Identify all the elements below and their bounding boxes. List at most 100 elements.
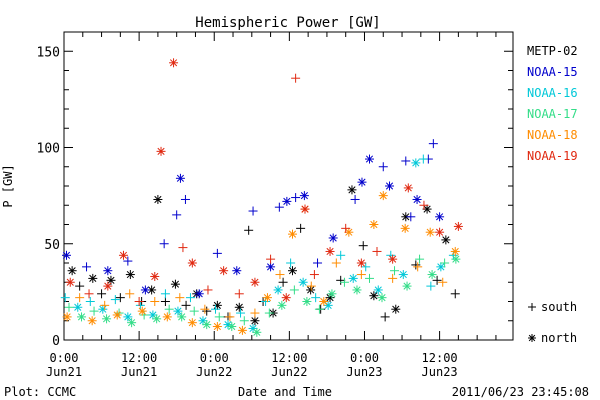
data-point-north [65,277,75,287]
series-noaa-19 [65,58,463,306]
data-point-south [341,223,351,233]
data-point-south [418,154,428,164]
data-point-north [325,246,335,256]
x-tick-label: 0:00 [50,351,79,365]
data-point-north [140,285,150,295]
data-point-south [82,262,92,272]
data-point-north [435,227,445,237]
y-tick-label: 50 [44,238,60,253]
data-point-north [398,270,408,280]
data-point-south [314,304,324,314]
footer-left: Plot: CCMC [4,385,76,399]
data-point-north [162,312,172,322]
data-point-south [175,293,185,303]
data-point-north [300,204,310,214]
data-point-south [225,312,235,322]
data-points [60,58,463,337]
data-point-north [273,285,283,295]
data-point-south [336,275,346,285]
data-point-north [306,285,316,295]
data-point-north [187,258,197,268]
legend-entry: NOAA-15 [527,65,578,79]
data-point-north [88,273,98,283]
data-point-north [175,173,185,183]
data-point-south [75,293,85,303]
data-point-north [202,320,212,330]
data-point-north [327,289,337,299]
data-point-south [311,293,321,303]
data-point-south [261,297,271,306]
data-point-south [388,273,398,283]
data-point-south [97,289,107,299]
data-point-north [411,158,421,168]
data-point-south [159,239,169,249]
data-point-south [296,223,306,233]
data-point-north [373,285,383,295]
data-point-south [426,281,436,291]
legend: METP-02 NOAA-15 NOAA-16 NOAA-17 NOAA-18 NOAA-… [527,44,578,163]
data-point-south [202,306,212,316]
data-point-south [189,306,199,316]
data-point-north [219,266,229,276]
data-point-north [252,327,262,337]
data-point-north [250,277,260,287]
chart-title: Hemispheric Power [GW] [195,15,380,31]
data-point-north [347,185,357,195]
marker-legend: south north [528,300,577,345]
data-point-north [369,291,379,301]
data-point-south [380,312,390,322]
data-point-south [415,254,425,264]
x-tick-sublabel: Jun23 [422,365,458,379]
y-tick-label: 100 [37,142,60,157]
data-point-north [234,302,244,312]
series-noaa-16 [60,154,458,333]
data-point-north [266,262,276,272]
data-point-north [364,154,374,164]
data-point-north [298,277,308,287]
data-point-north [137,306,147,316]
data-point-south [289,285,299,295]
data-point-north [348,273,358,283]
data-point-north [103,266,113,276]
data-point-north [103,281,113,291]
data-point-north [277,300,287,310]
data-point-south [274,202,284,212]
data-point-north [528,334,536,342]
data-point-south [239,316,249,326]
data-point-south [440,258,450,268]
data-point-north [112,310,122,320]
data-point-south [411,260,421,270]
data-point-north [302,297,312,306]
data-point-south [160,297,170,306]
marker-legend-label: south [541,300,577,314]
data-point-south [264,308,274,318]
legend-entry: METP-02 [527,44,578,58]
data-point-north [450,246,460,256]
data-point-south [266,254,276,264]
data-point-south [339,277,349,287]
data-point-north [67,266,77,276]
data-point-north [378,191,388,201]
data-point-north [352,285,362,295]
data-point-south [350,194,360,204]
footer-right: 2011/06/23 23:45:08 [452,385,589,399]
data-point-north [153,194,163,204]
data-point-south [214,312,224,322]
series-noaa-15 [62,139,445,299]
x-axis-label: Date and Time [238,385,332,399]
series-noaa-17 [64,254,461,337]
data-point-north [212,300,222,310]
data-point-north [123,312,133,322]
data-point-north [453,221,463,231]
data-point-south [212,248,222,258]
data-point-south [356,270,366,280]
data-point-south [306,281,316,291]
data-point-south [115,293,125,303]
data-point-south [89,306,99,316]
x-tick-sublabel: Jun23 [346,365,382,379]
data-point-south [185,293,195,303]
data-point-north [227,322,237,332]
data-point-north [287,266,297,276]
data-point-south [358,241,368,251]
data-point-south [406,212,416,222]
